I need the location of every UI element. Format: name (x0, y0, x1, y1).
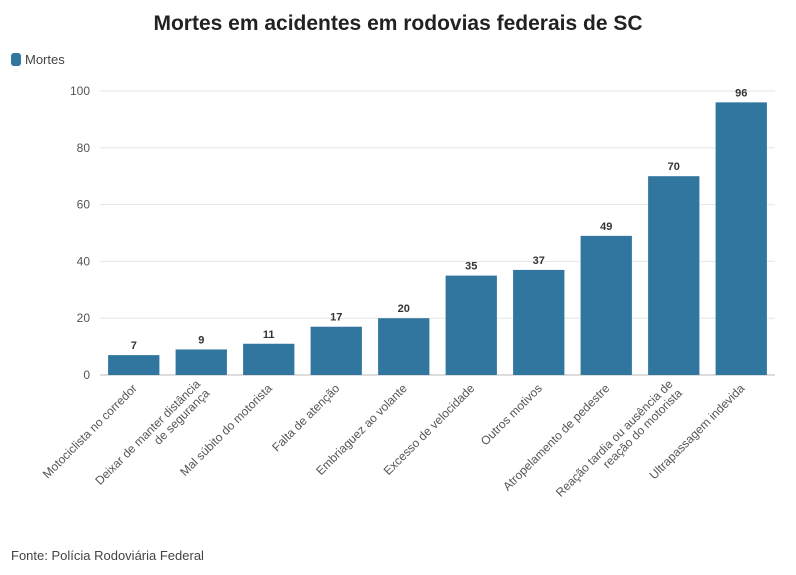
bar (648, 176, 700, 375)
data-label: 17 (330, 312, 342, 324)
x-tick-label: Deixar de manter distânciade segurança (92, 377, 212, 497)
x-tick-label: Falta de atenção (269, 381, 342, 454)
data-label: 7 (131, 340, 137, 352)
data-label: 96 (735, 87, 747, 99)
bar (580, 235, 632, 375)
data-label: 35 (465, 261, 477, 273)
x-tick-line: Falta de atenção (269, 381, 342, 454)
data-label: 49 (600, 221, 612, 233)
x-tick-label: Outros motivos (478, 381, 545, 448)
bar (378, 318, 430, 375)
bar (513, 269, 565, 375)
x-tick-line: Reação tardia ou ausência de (553, 377, 676, 500)
y-tick-label: 60 (77, 198, 91, 212)
y-tick-label: 0 (83, 368, 90, 382)
bar (243, 343, 295, 375)
bar (108, 355, 160, 375)
chart-title: Mortes em acidentes em rodovias federais… (153, 12, 643, 35)
y-tick-label: 20 (77, 311, 91, 325)
bar (310, 326, 362, 375)
x-tick-line: Motociclista no corredor (40, 381, 140, 481)
bar (445, 275, 497, 375)
data-label: 37 (533, 255, 545, 267)
legend: Mortes (11, 52, 65, 67)
y-axis: 0 20 40 60 80 100 (70, 84, 90, 382)
y-tick-label: 80 (77, 141, 91, 155)
data-label: 70 (668, 161, 680, 173)
data-labels: 7 9 11 17 20 35 37 49 70 96 (131, 87, 748, 352)
legend-swatch (11, 53, 21, 66)
data-label: 9 (198, 334, 204, 346)
source-note: Fonte: Polícia Rodoviária Federal (11, 548, 204, 563)
y-tick-label: 40 (77, 254, 91, 268)
x-tick-line: Outros motivos (478, 381, 545, 448)
data-label: 20 (398, 303, 410, 315)
y-tick-label: 100 (70, 84, 90, 98)
x-tick-label: Motociclista no corredor (40, 381, 140, 481)
bars (108, 102, 767, 376)
bar (175, 349, 227, 375)
legend-label: Mortes (25, 52, 65, 67)
x-tick-label: Reação tardia ou ausência dereação do mo… (553, 377, 685, 509)
data-label: 11 (263, 329, 275, 341)
bar (715, 102, 767, 376)
